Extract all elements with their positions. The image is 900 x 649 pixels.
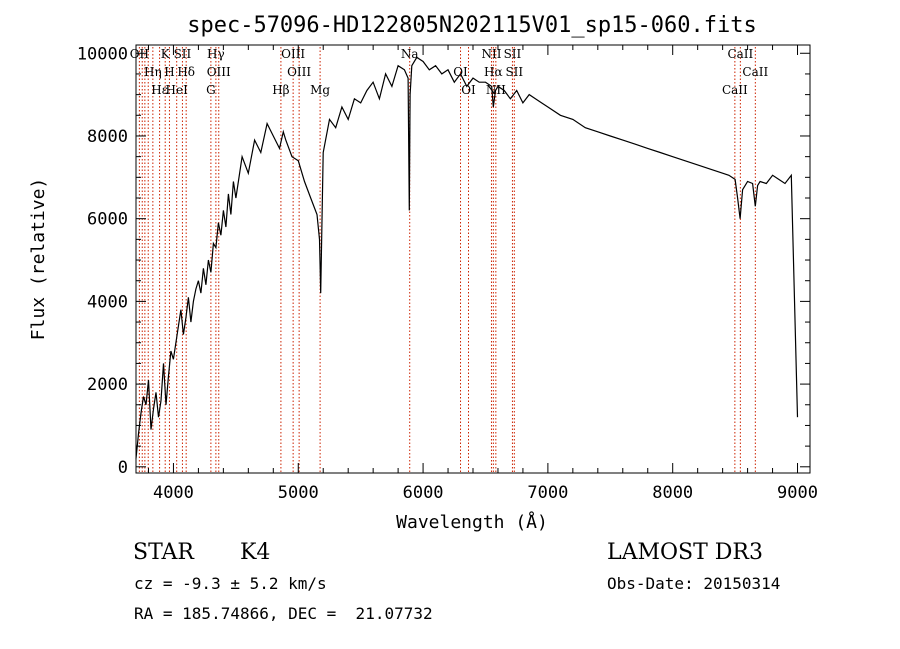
y-tick-label: 10000 [77, 44, 128, 64]
x-tick-label: 7000 [527, 483, 568, 503]
x-tick-label: 5000 [278, 483, 319, 503]
observation-date: Obs-Date: 20150314 [607, 574, 781, 593]
spectral-line-label: CaII [722, 83, 748, 97]
spectral-line-label: OII [130, 47, 150, 61]
spectral-line-label: Hε [151, 83, 168, 97]
spectral-line-label: G [206, 83, 216, 97]
spectral-line-label: SII [504, 47, 522, 61]
spectral-line-label: OIII [207, 65, 231, 79]
object-class: STAR [133, 540, 194, 565]
spectral-line-label: Hγ [207, 47, 225, 61]
plot-frame [135, 44, 811, 474]
x-axis-label: Wavelength (Å) [396, 511, 548, 533]
spectral-line-label: K [161, 47, 171, 61]
spectral-line-label: NII [481, 47, 501, 61]
spectral-line-labels: OII Hη Hε KH HeI SII Hδ G Hγ OIII Hβ OIII OIII Mg Na OI… [130, 47, 769, 97]
spectral-line-label: Mg [310, 83, 330, 97]
x-tick-label: 8000 [652, 483, 693, 503]
spectral-line-label: CaII [742, 65, 768, 79]
y-tick-label: 4000 [87, 292, 128, 312]
y-tick-label: 6000 [87, 210, 128, 230]
spectral-line-label: CaII [727, 47, 753, 61]
x-axis: 4000 5000 6000 7000 8000 9000 [147, 45, 818, 503]
spectral-line-label: SII [505, 65, 523, 79]
spectral-line-label: OI [461, 83, 476, 97]
y-axis: 0 2000 4000 6000 8000 10000 [77, 44, 810, 478]
spectral-line-label: Na [401, 47, 419, 61]
spectral-line-label: OIII [287, 65, 311, 79]
spectral-line-label: Hα [484, 65, 503, 79]
spectral-line-label: H [164, 65, 174, 79]
coordinates: RA = 185.74866, DEC = 21.07732 [134, 604, 433, 623]
spectral-line-label: OI [453, 65, 468, 79]
spectral-line-label: HeI [166, 83, 189, 97]
x-tick-label: 4000 [153, 483, 194, 503]
spectrum-series [135, 56, 799, 459]
y-tick-label: 0 [118, 458, 128, 478]
y-tick-label: 2000 [87, 375, 128, 395]
x-tick-label: 9000 [777, 483, 818, 503]
spectral-line-label: SII [174, 47, 192, 61]
chart-title: spec-57096-HD122805N202115V01_sp15-060.f… [187, 13, 757, 38]
redshift-readout: cz = -9.3 ± 5.2 km/s [134, 574, 327, 593]
survey-name: LAMOST DR3 [607, 540, 763, 565]
spectral-line-label: Hδ [177, 65, 195, 79]
x-tick-label: 6000 [403, 483, 444, 503]
spectral-line-label: Hβ [272, 83, 289, 97]
y-tick-label: 8000 [87, 127, 128, 147]
y-axis-label: Flux (relative) [28, 178, 49, 341]
spectral-line-markers [138, 47, 756, 473]
spectral-line-label: OIII [281, 47, 305, 61]
spectral-subclass: K4 [240, 540, 271, 565]
spectral-line-label: Hη [144, 65, 162, 79]
